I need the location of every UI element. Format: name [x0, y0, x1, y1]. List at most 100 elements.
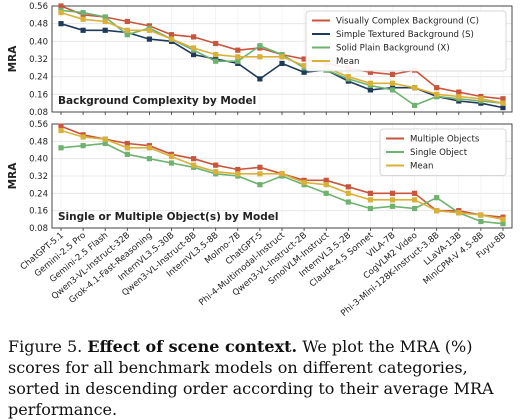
data-point	[168, 32, 175, 38]
data-point	[168, 36, 175, 42]
data-point	[367, 87, 373, 93]
data-point	[80, 27, 86, 33]
data-point	[58, 145, 64, 151]
data-point	[58, 3, 64, 9]
y-tick-label: 0.08	[29, 224, 48, 234]
data-point	[102, 140, 108, 147]
y-tick-label: 0.32	[29, 172, 48, 182]
data-point	[102, 27, 108, 33]
plot-frame	[51, 123, 513, 229]
data-point	[500, 96, 506, 102]
data-point	[146, 145, 152, 151]
data-point	[102, 18, 108, 25]
y-tick-label: 0.48	[29, 137, 48, 147]
data-point	[367, 80, 373, 86]
data-point	[389, 197, 396, 203]
data-point	[257, 43, 263, 49]
y-tick-label: 0.32	[29, 55, 48, 65]
data-point	[389, 190, 396, 196]
data-point	[345, 184, 351, 190]
data-point	[235, 171, 241, 177]
data-point	[434, 208, 440, 214]
data-point	[345, 74, 351, 80]
figure-caption: Figure 5. Effect of scene context. We pl…	[8, 336, 516, 420]
data-point	[367, 190, 373, 196]
data-point	[235, 47, 241, 53]
data-point	[367, 69, 373, 75]
data-point	[412, 205, 418, 212]
data-point	[323, 177, 329, 183]
chart-title: Background Complexity by Model	[58, 95, 256, 107]
data-point	[500, 104, 506, 111]
figure: 0.08 0.16 0.24 0.32 0.40 0.48 0.56 MRA Backgroun…	[7, 2, 513, 319]
data-point	[58, 21, 64, 27]
chart-panel-2: 0.08 0.16 0.24 0.32 0.40 0.48 0.56 MRA Single or…	[7, 120, 513, 234]
chart-panel-1: 0.08 0.16 0.24 0.32 0.40 0.48 0.56 MRA Backgroun…	[7, 2, 513, 118]
legend: Visually Complex Background (C) Simple Te…	[305, 10, 507, 72]
y-tick-label: 0.24	[29, 73, 48, 83]
data-point	[213, 58, 219, 64]
chart-title: Single or Multiple Object(s) by Model	[58, 211, 278, 223]
data-point	[279, 54, 285, 60]
data-point	[213, 169, 219, 175]
data-point	[279, 60, 285, 67]
data-point	[80, 10, 86, 16]
data-point	[124, 32, 130, 38]
data-point	[389, 71, 396, 78]
legend-entry: Simple Textured Background (S)	[336, 30, 474, 40]
legend-entry: Mean	[336, 57, 359, 67]
data-point	[80, 16, 86, 22]
data-point	[478, 212, 484, 218]
data-point	[323, 190, 329, 196]
data-point	[279, 171, 285, 177]
data-point	[213, 162, 219, 168]
data-point	[191, 45, 197, 51]
data-point	[191, 34, 197, 40]
data-point	[301, 69, 307, 75]
y-tick-label: 0.56	[29, 120, 48, 130]
data-point	[257, 76, 263, 82]
data-point	[412, 102, 418, 108]
data-point	[389, 203, 396, 209]
caption-lead: Effect of scene context.	[87, 337, 298, 356]
data-point	[456, 89, 462, 95]
data-point	[213, 51, 219, 58]
data-point	[345, 190, 351, 196]
data-point	[301, 63, 307, 69]
y-tick-label: 0.40	[29, 37, 48, 47]
data-point	[257, 171, 263, 177]
data-point	[389, 80, 396, 86]
legend: Multiple Objects Single Object Mean	[379, 128, 507, 176]
data-point	[235, 166, 241, 173]
data-point	[412, 190, 418, 196]
legend-entry: Multiple Objects	[410, 135, 480, 145]
data-point	[456, 210, 462, 216]
data-point	[191, 162, 197, 168]
data-point	[146, 156, 152, 162]
data-point	[412, 85, 418, 91]
data-point	[58, 127, 64, 134]
data-point	[301, 56, 307, 62]
data-point	[102, 136, 108, 142]
data-point	[434, 91, 440, 97]
legend-entry: Single Object	[410, 148, 468, 158]
data-point	[191, 156, 197, 162]
data-point	[500, 221, 506, 227]
y-tick-label: 0.40	[29, 155, 48, 165]
data-point	[58, 123, 64, 129]
y-tick-label: 0.08	[29, 108, 48, 118]
data-point	[124, 27, 130, 33]
data-point	[412, 197, 418, 203]
data-point	[500, 100, 506, 106]
data-point	[500, 216, 506, 222]
data-point	[146, 36, 152, 42]
caption-body: We plot the MRA (%) scores for all bench…	[8, 337, 494, 419]
data-point	[456, 93, 462, 100]
legend-box	[379, 128, 507, 176]
y-axis-label: MRA	[7, 162, 19, 190]
data-point	[124, 18, 130, 25]
y-tick-label: 0.16	[29, 207, 48, 217]
data-point	[345, 199, 351, 205]
data-point	[323, 182, 329, 188]
data-point	[478, 96, 484, 102]
